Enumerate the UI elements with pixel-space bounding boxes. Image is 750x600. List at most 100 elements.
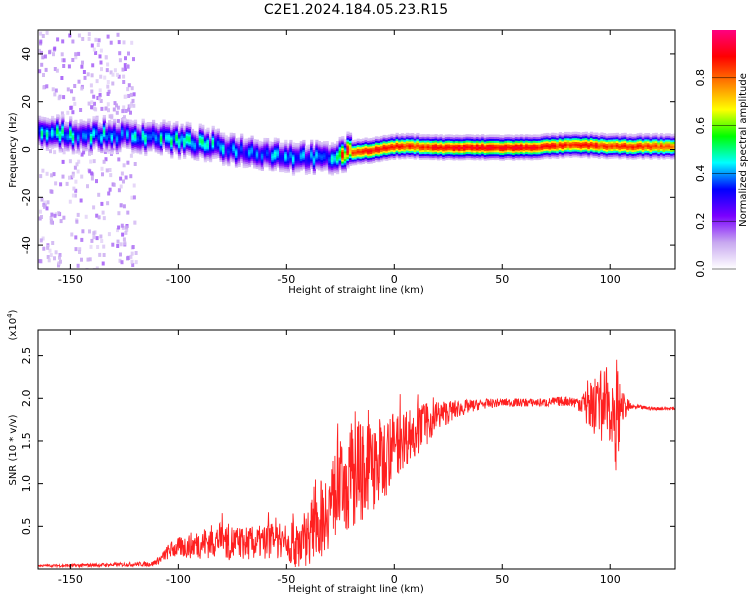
heatmap-cell [437,152,441,155]
heatmap-cell [323,150,327,154]
heatmap-cell [336,160,340,163]
heatmap-cell [328,164,332,167]
heatmap-cell [222,161,226,164]
heatmap-cell [509,155,513,159]
heatmap-speckle [89,159,93,164]
heatmap-cell [333,157,337,160]
heatmap-cell [183,137,187,140]
heatmap-cell [263,143,267,147]
heatmap-cell [43,128,47,132]
heatmap-cell [263,153,267,156]
heatmap-cell [250,141,254,144]
heatmap-cell [66,147,70,150]
heatmap-cell [165,147,169,150]
heatmap-speckle [70,232,74,237]
heatmap-cell [45,146,49,150]
heatmap-cell [133,131,138,134]
heatmap-cell [286,150,290,154]
heatmap-cell [512,139,516,142]
heatmap-cell [439,134,443,137]
heatmap-cell [380,135,384,139]
heatmap-cell [354,149,358,152]
heatmap-cell [201,132,205,136]
heatmap-cell [302,159,306,162]
heatmap-cell [545,138,550,142]
heatmap-cell [652,133,656,136]
heatmap-cell [279,158,283,161]
heatmap-cell [224,158,228,161]
heatmap-cell [229,134,233,138]
heatmap-cell [146,141,150,144]
heatmap-cell [574,147,578,150]
heatmap-cell [424,134,428,137]
heatmap-cell [411,146,415,149]
heatmap-cell [486,153,490,157]
heatmap-speckle [107,108,110,113]
heatmap-cell [273,164,277,167]
heatmap-speckle [75,162,79,167]
heatmap-cell [177,137,182,141]
y-tick-label: 1.5 [20,432,33,450]
heatmap-cell [605,145,609,148]
heatmap-cell [613,150,617,153]
heatmap-cell [657,138,661,141]
heatmap-cell [623,155,627,159]
heatmap-cell [206,146,210,150]
heatmap-cell [193,132,197,136]
heatmap-cell [325,158,329,161]
heatmap-cell [470,134,474,138]
heatmap-cell [659,144,664,148]
heatmap-cell [260,168,264,171]
heatmap-cell [491,155,495,159]
heatmap-cell [359,139,363,142]
heatmap-cell [665,156,669,159]
heatmap-cell [336,165,340,169]
heatmap-cell [548,154,552,158]
heatmap-cell [141,139,145,143]
heatmap-cell [165,139,169,143]
heatmap-cell [618,135,622,139]
heatmap-cell [481,157,485,160]
heatmap-cell [294,146,298,150]
heatmap-cell [152,119,156,123]
heatmap-cell [286,154,290,158]
heatmap-cell [190,130,195,134]
heatmap-cell [644,154,648,157]
heatmap-cell [232,138,236,142]
heatmap-cell [636,146,640,150]
heatmap-cell [615,140,619,143]
heatmap-speckle [86,257,90,262]
heatmap-cell [294,166,298,169]
heatmap-cell [89,131,93,134]
heatmap-speckle [47,258,51,263]
heatmap-cell [131,135,135,139]
heatmap-cell [71,130,75,134]
heatmap-cell [400,154,404,157]
heatmap-cell [115,124,119,127]
heatmap-cell [553,132,557,136]
heatmap-cell [610,140,614,144]
heatmap-cell [421,151,425,154]
heatmap-cell [496,155,500,159]
heatmap-cell [180,137,184,140]
heatmap-speckle [97,38,101,43]
heatmap-cell [527,151,531,155]
heatmap-cell [608,141,612,144]
heatmap-speckle [124,109,128,113]
heatmap-cell [201,147,205,151]
heatmap-cell [470,142,474,145]
heatmap-cell [126,123,130,126]
heatmap-cell [509,138,513,141]
heatmap-cell [128,136,132,140]
heatmap-cell [185,138,189,142]
heatmap-cell [450,157,454,161]
heatmap-speckle [134,251,138,255]
heatmap-cell [364,152,368,156]
heatmap-cell [545,144,550,147]
heatmap-cell [297,165,301,169]
heatmap-cell [279,167,283,171]
heatmap-cell [535,144,539,147]
heatmap-cell [268,141,272,144]
heatmap-cell [597,135,601,138]
heatmap-cell [514,140,518,143]
